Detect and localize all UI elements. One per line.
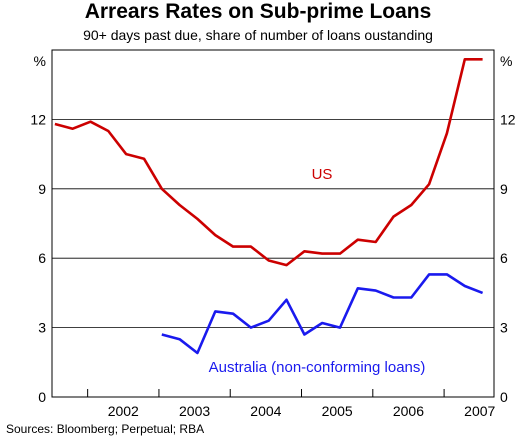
y-tick-label-right: 12 (500, 111, 516, 127)
x-tick-label: 2006 (393, 403, 424, 419)
series-label: Australia (non-conforming loans) (209, 359, 426, 376)
series-line-australia-non-conforming-loans (161, 273, 484, 355)
y-tick-label-right: 0 (500, 389, 508, 405)
chart-source: Sources: Bloomberg; Perpetual; RBA (6, 422, 205, 436)
series-labels: US Australia (non-conforming loans) (209, 166, 426, 376)
x-tick-label: 2005 (322, 403, 353, 419)
axes: 0 0 3 3 6 6 9 9 12 12% % 2002 2003 2004 2005 2006 2007 (30, 49, 516, 419)
x-tick-label: 2002 (108, 403, 139, 419)
y-tick-label-left: 6 (38, 250, 46, 266)
y-tick-label-left: 9 (38, 181, 46, 197)
x-tick-label: 2007 (464, 403, 495, 419)
x-tick-label: 2004 (250, 403, 281, 419)
x-tick-label: 2003 (179, 403, 210, 419)
y-unit-left: % (34, 53, 46, 69)
y-tick-label-left: 12 (30, 111, 46, 127)
series-label: US (312, 166, 333, 183)
y-unit-right: % (500, 53, 512, 69)
y-tick-label-right: 3 (500, 320, 508, 336)
y-tick-label-right: 6 (500, 250, 508, 266)
y-tick-label-left: 0 (38, 389, 46, 405)
y-tick-label-right: 9 (500, 181, 508, 197)
chart-subtitle: 90+ days past due, share of number of lo… (83, 27, 433, 43)
chart-title: Arrears Rates on Sub-prime Loans (84, 0, 432, 23)
gridlines (52, 119, 494, 329)
y-tick-label-left: 3 (38, 320, 46, 336)
plot-frame (51, 49, 495, 398)
series-line-us (54, 57, 483, 267)
series-lines (54, 57, 484, 355)
